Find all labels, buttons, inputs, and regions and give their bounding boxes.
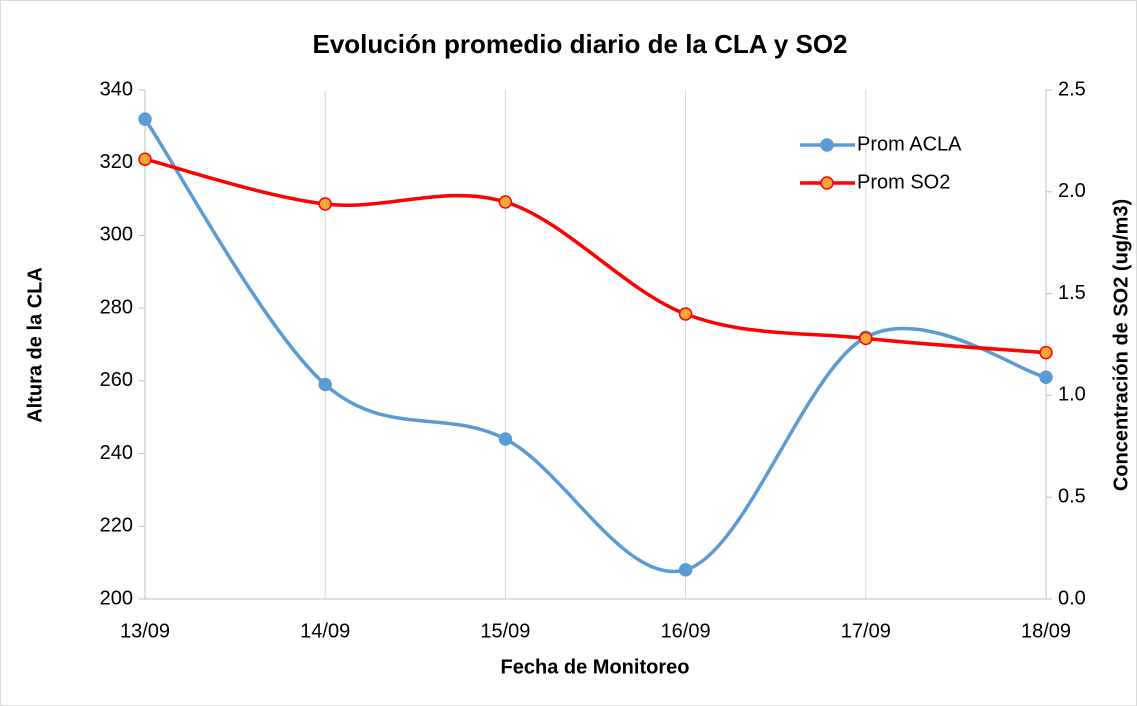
marker [859, 331, 873, 346]
marker [498, 432, 513, 446]
y2-tick-label: 0.0 [1058, 587, 1086, 609]
series-line [144, 157, 1047, 355]
y-tick-label: 260 [100, 369, 133, 391]
marker [678, 563, 693, 577]
legend-label: Prom SO2 [857, 171, 950, 193]
y-tick-label: 200 [100, 587, 133, 609]
y-tick-label: 280 [100, 296, 133, 318]
legend-marker [820, 176, 834, 190]
y2-tick-label: 1.5 [1058, 282, 1086, 304]
x-tick-label: 13/09 [120, 620, 170, 642]
marker [138, 152, 152, 166]
marker [138, 112, 152, 126]
y-tick-label: 300 [100, 224, 133, 246]
marker [318, 197, 332, 211]
y2-tick-label: 0.5 [1058, 485, 1086, 507]
marker [678, 307, 693, 321]
marker [318, 377, 332, 392]
y-tick-label: 340 [100, 78, 133, 100]
y2-tick-label: 2.0 [1058, 180, 1086, 202]
marker [498, 195, 513, 209]
y2-axis-label: Concentración de SO2 (ug/m3) [1110, 199, 1132, 491]
y-tick-label: 320 [100, 151, 133, 173]
y-tick-label: 240 [100, 442, 133, 464]
x-tick-label: 16/09 [661, 620, 711, 642]
y-axis-label: Altura de la CLA [24, 267, 46, 423]
x-tick-label: 18/09 [1021, 620, 1071, 642]
y2-tick-label: 1.0 [1058, 384, 1086, 406]
marker [1039, 370, 1053, 384]
legend-label: Prom ACLA [857, 133, 962, 155]
chart-title: Evolución promedio diario de la CLA y SO… [312, 29, 847, 59]
x-tick-label: 15/09 [480, 620, 530, 642]
marker [1039, 345, 1053, 360]
legend-marker [820, 138, 834, 152]
x-axis-label: Fecha de Monitoreo [501, 656, 690, 678]
x-tick-label: 14/09 [300, 620, 350, 642]
y-tick-label: 220 [100, 515, 133, 537]
y2-tick-label: 2.5 [1058, 78, 1086, 100]
x-tick-label: 17/09 [841, 620, 891, 642]
